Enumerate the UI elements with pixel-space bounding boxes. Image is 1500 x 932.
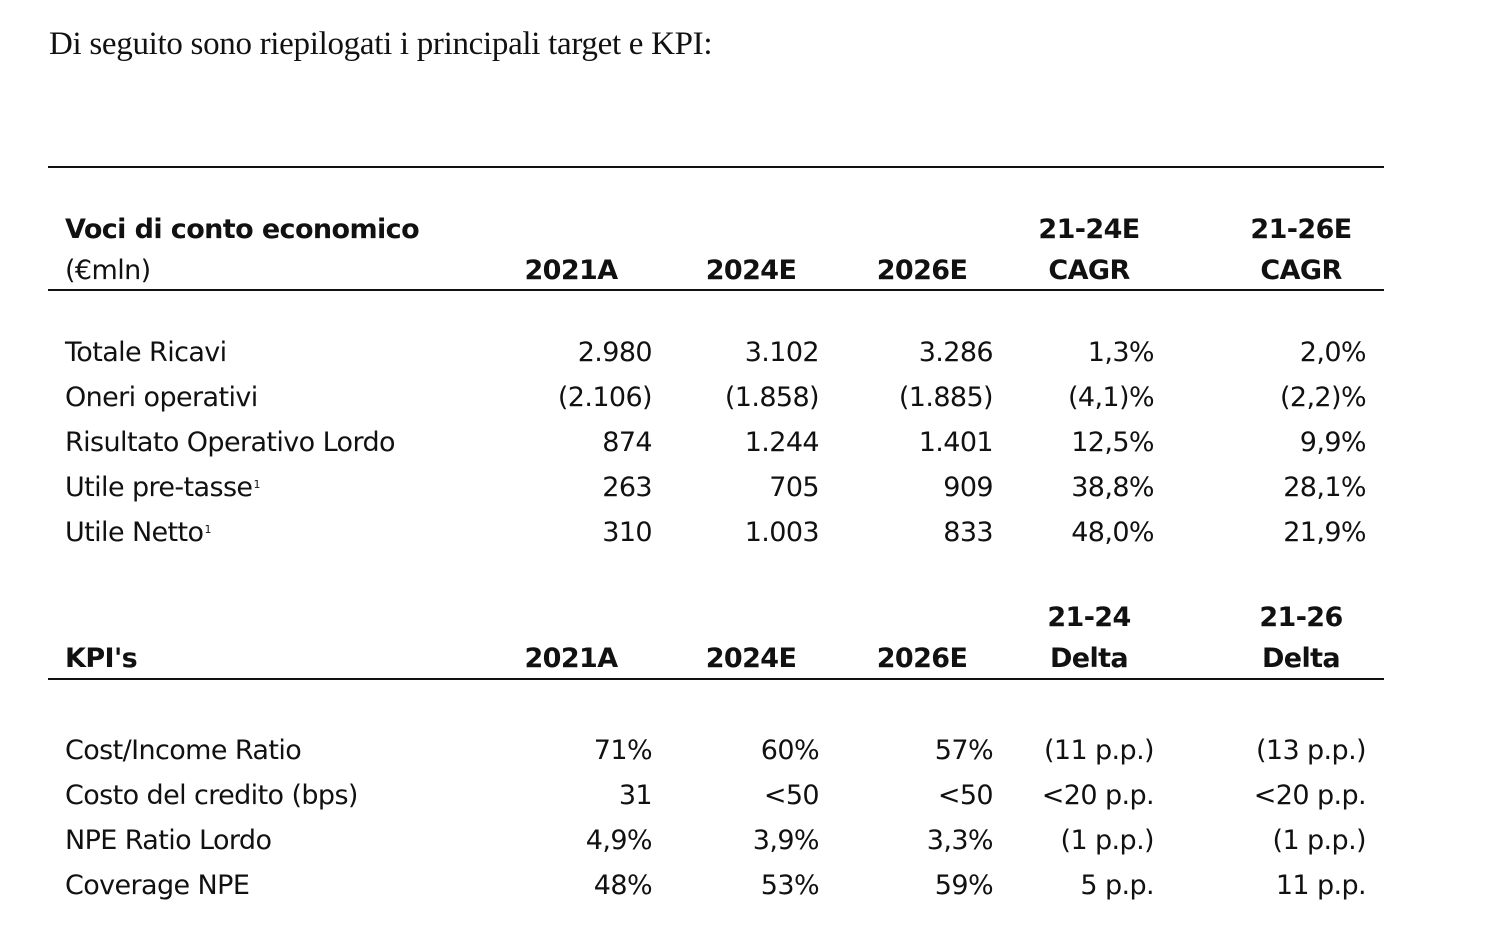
kpi-row-v2021: 31 xyxy=(618,780,653,811)
kpi-row-d24: <20 p.p. xyxy=(1041,780,1155,811)
kpi-col-2026: 2026E xyxy=(876,643,968,674)
income-header-title: Voci di conto economico xyxy=(65,214,420,245)
kpi-col-d26-bottom: Delta xyxy=(1261,643,1341,674)
income-row-c24: 1,3% xyxy=(1087,337,1155,368)
income-row-v2021: (2.106) xyxy=(557,382,653,413)
income-row-label-text: Utile pre-tasse xyxy=(65,472,253,503)
income-row-v2024: 1.244 xyxy=(744,427,820,458)
income-row-label-text: Risultato Operativo Lordo xyxy=(65,427,396,458)
kpi-row-d26: <20 p.p. xyxy=(1253,780,1367,811)
income-row-c26: 28,1% xyxy=(1283,472,1366,503)
kpi-row-v2026: 59% xyxy=(934,870,994,901)
kpi-row-d24: (1 p.p.) xyxy=(1060,825,1155,856)
kpi-col-2024: 2024E xyxy=(705,643,797,674)
income-row-v2026: 833 xyxy=(943,517,993,548)
income-col-cagr26-top: 21-26E xyxy=(1250,214,1352,245)
income-row-c26: 9,9% xyxy=(1299,427,1367,458)
income-header-unit: (€mln) xyxy=(65,255,151,286)
income-col-cagr24-bottom: CAGR xyxy=(1048,255,1130,286)
income-row-c26: (2,2)% xyxy=(1279,382,1367,413)
kpi-row-v2024: 60% xyxy=(760,735,820,766)
income-col-2026: 2026E xyxy=(876,255,968,286)
kpi-row-d24: 5 p.p. xyxy=(1080,870,1154,901)
kpi-row-v2021: 48% xyxy=(593,870,653,901)
kpi-row-d26: 11 p.p. xyxy=(1275,870,1367,901)
kpi-row-v2024: 53% xyxy=(760,870,820,901)
footnote-marker: 1 xyxy=(204,523,212,536)
income-row-label-text: Utile Netto xyxy=(65,517,204,548)
income-row-v2026: 3.286 xyxy=(918,337,994,368)
income-row-v2021: 263 xyxy=(602,472,652,503)
kpi-row-d26: (1 p.p.) xyxy=(1272,825,1367,856)
intro-text: Di seguito sono riepilogati i principali… xyxy=(49,26,713,62)
income-row-c24: 38,8% xyxy=(1071,472,1154,503)
income-row-label: Oneri operativi xyxy=(65,384,258,411)
income-row-c24: 12,5% xyxy=(1071,427,1154,458)
kpi-row-v2021: 4,9% xyxy=(585,825,653,856)
kpi-col-2021: 2021A xyxy=(524,643,618,674)
kpi-row-v2024: <50 xyxy=(763,780,820,811)
income-header-rule xyxy=(48,289,1384,291)
income-row-v2026: 1.401 xyxy=(918,427,994,458)
income-row-label: Utile pre-tasse1 xyxy=(65,474,260,501)
income-row-v2021: 310 xyxy=(602,517,652,548)
kpi-col-d24-bottom: Delta xyxy=(1049,643,1129,674)
kpi-row-d24: (11 p.p.) xyxy=(1043,735,1155,766)
income-row-label-text: Totale Ricavi xyxy=(65,337,227,368)
income-col-cagr26-bottom: CAGR xyxy=(1260,255,1342,286)
income-row-label: Totale Ricavi xyxy=(65,339,227,366)
kpi-header-rule xyxy=(48,678,1384,680)
kpi-row-label: NPE Ratio Lordo xyxy=(65,825,272,856)
income-row-c24: (4,1)% xyxy=(1067,382,1155,413)
income-row-label-text: Oneri operativi xyxy=(65,382,258,413)
income-row-v2024: 3.102 xyxy=(744,337,820,368)
kpi-row-v2024: 3,9% xyxy=(752,825,820,856)
kpi-row-v2026: <50 xyxy=(937,780,994,811)
income-row-label: Utile Netto1 xyxy=(65,519,211,546)
income-row-c26: 21,9% xyxy=(1283,517,1366,548)
kpi-row-v2026: 3,3% xyxy=(926,825,994,856)
income-row-v2021: 874 xyxy=(602,427,652,458)
kpi-col-d24-top: 21-24 xyxy=(1047,602,1131,633)
top-rule xyxy=(48,166,1384,168)
kpi-row-v2021: 71% xyxy=(593,735,653,766)
footnote-marker: 1 xyxy=(253,478,261,491)
kpi-row-label: Coverage NPE xyxy=(65,870,250,901)
income-row-v2024: 705 xyxy=(769,472,819,503)
kpi-row-v2026: 57% xyxy=(934,735,994,766)
income-row-v2024: (1.858) xyxy=(724,382,820,413)
income-col-cagr24-top: 21-24E xyxy=(1038,214,1140,245)
income-row-c26: 2,0% xyxy=(1299,337,1367,368)
kpi-row-label: Costo del credito (bps) xyxy=(65,780,358,811)
kpi-row-label: Cost/Income Ratio xyxy=(65,735,302,766)
kpi-row-d26: (13 p.p.) xyxy=(1255,735,1367,766)
kpi-header-title: KPI's xyxy=(65,643,138,674)
income-row-v2026: 909 xyxy=(943,472,993,503)
income-col-2024: 2024E xyxy=(705,255,797,286)
income-row-v2021: 2.980 xyxy=(577,337,653,368)
income-row-c24: 48,0% xyxy=(1071,517,1154,548)
income-col-2021: 2021A xyxy=(524,255,618,286)
income-row-v2024: 1.003 xyxy=(744,517,820,548)
income-row-v2026: (1.885) xyxy=(898,382,994,413)
kpi-col-d26-top: 21-26 xyxy=(1259,602,1343,633)
income-row-label: Risultato Operativo Lordo xyxy=(65,427,396,458)
